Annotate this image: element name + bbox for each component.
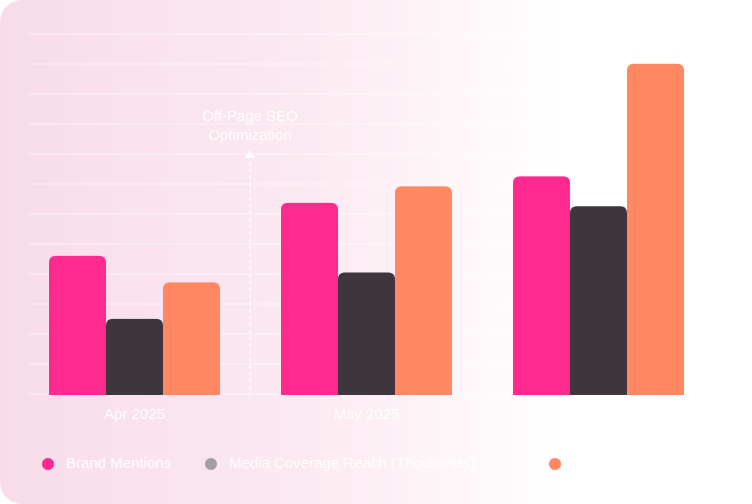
legend-item-brand-mentions: Brand Mentions xyxy=(42,455,171,472)
x-tick-label: Apr 2025 xyxy=(104,406,165,423)
bar-3-series-1 xyxy=(513,176,570,395)
legend-item-media-coverage: Media Coverage Reach (Thousands) xyxy=(205,455,475,472)
annotation-arrow-head-icon xyxy=(245,150,255,158)
legend: Brand Mentions Media Coverage Reach (Tho… xyxy=(42,455,607,472)
annotation-text-line1: Off-Page SEO xyxy=(202,108,298,125)
bar-1-series-3 xyxy=(163,282,220,395)
legend-dot-icon xyxy=(205,457,218,470)
bar-2-series-2 xyxy=(338,272,395,395)
bar-2-series-1 xyxy=(281,202,338,395)
x-tick-label: May 2025 xyxy=(334,406,400,423)
bar-3-series-2 xyxy=(570,206,627,395)
legend-label: Brand Mentions xyxy=(66,455,172,472)
annotation: Off-Page SEO Optimization xyxy=(202,108,298,395)
legend-item-series-3 xyxy=(549,457,573,470)
bar-3-series-3 xyxy=(627,63,684,395)
annotation-text-line2: Optimization xyxy=(208,127,291,144)
legend-label: Media Coverage Reach (Thousands) xyxy=(229,455,476,472)
bar-1-series-2 xyxy=(106,318,163,395)
legend-dot-icon xyxy=(549,457,562,470)
bar-1-series-1 xyxy=(49,255,106,395)
legend-dot-icon xyxy=(42,457,54,470)
bar-2-series-3 xyxy=(395,186,452,395)
